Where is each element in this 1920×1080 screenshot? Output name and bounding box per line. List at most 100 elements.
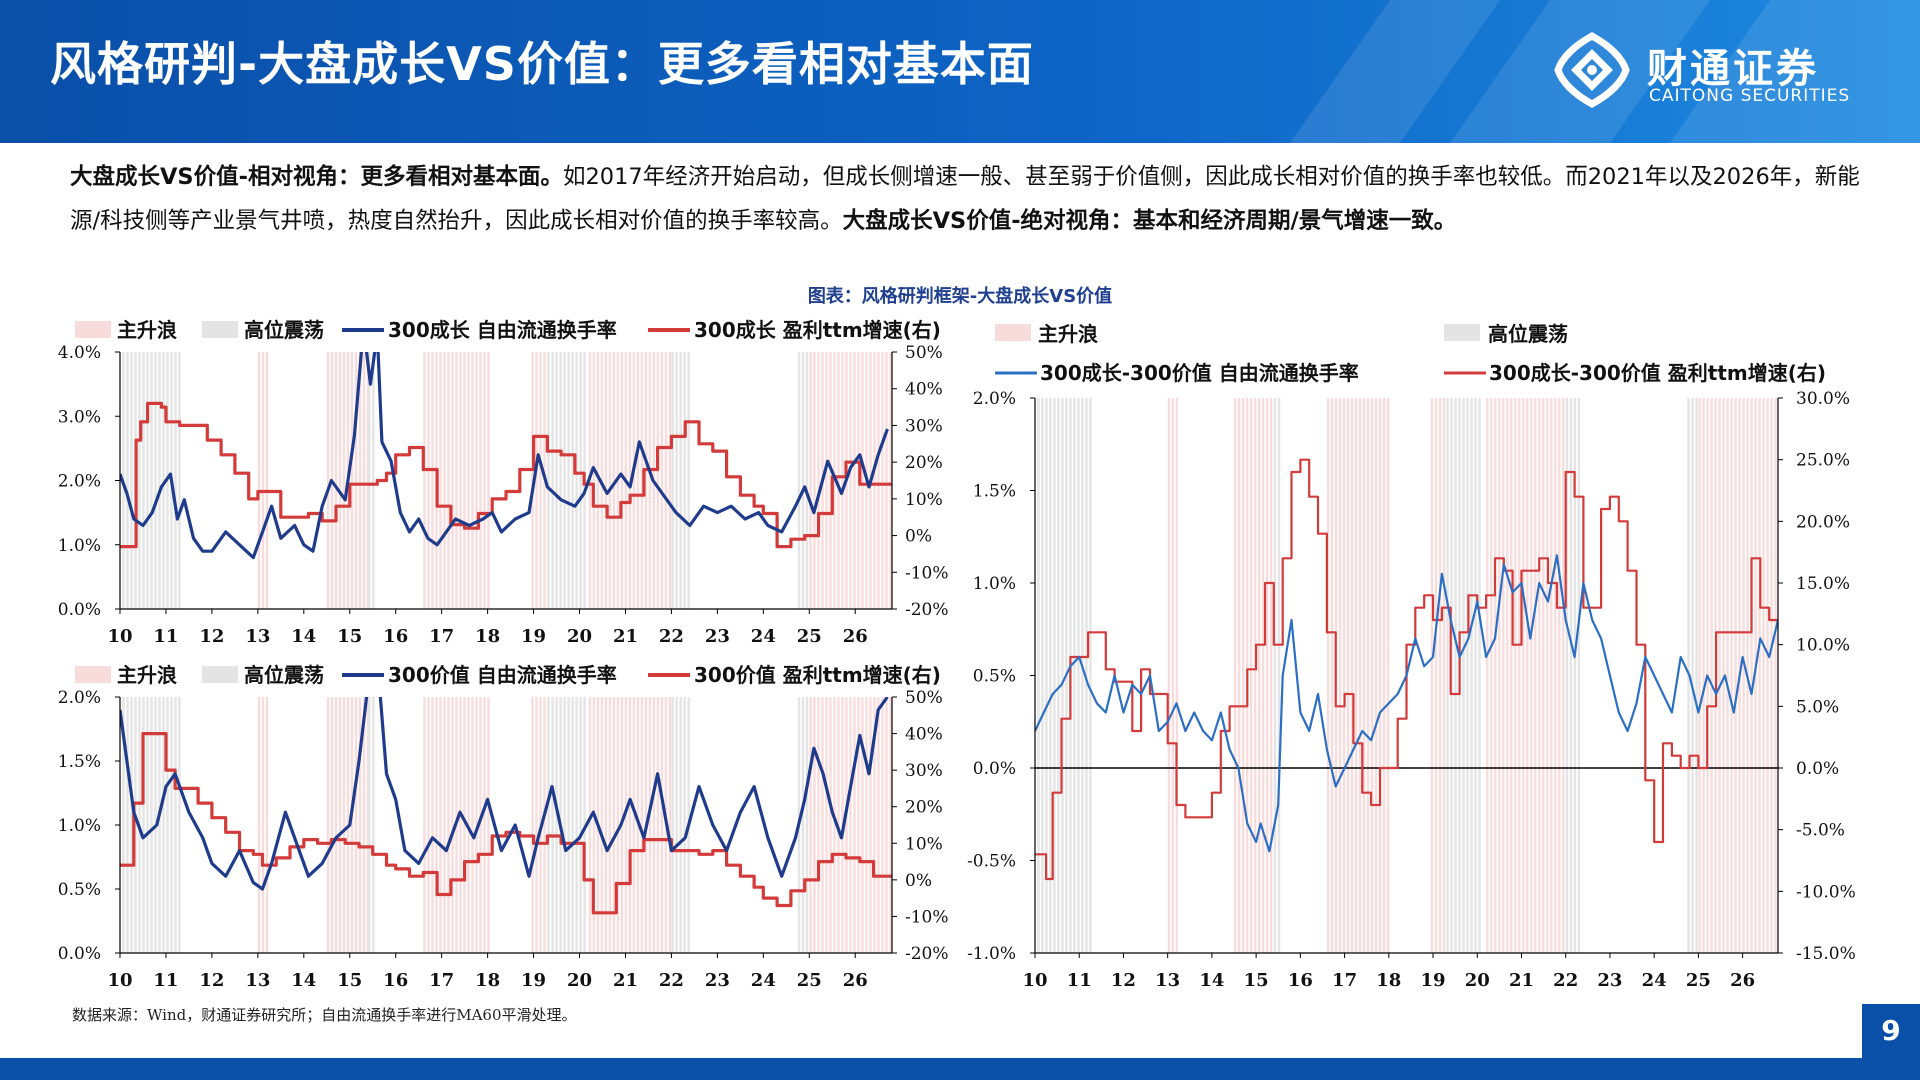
high-shock-band (805, 697, 809, 953)
high-shock-band (1273, 398, 1277, 953)
main-rise-band (857, 697, 860, 953)
high-shock-band (130, 352, 133, 609)
main-rise-band (616, 697, 620, 953)
y-right-tick-label: -5.0% (1796, 821, 1845, 841)
y-right-tick-label: -10% (905, 907, 949, 927)
main-rise-band (1354, 398, 1358, 953)
high-shock-band (154, 352, 157, 609)
main-rise-band (885, 352, 888, 609)
main-rise-band (1250, 398, 1253, 953)
main-rise-band (660, 352, 664, 609)
main-rise-band (1526, 398, 1529, 953)
main-rise-band (845, 697, 848, 953)
high-shock-band (146, 352, 149, 609)
x-tick-label: 25 (797, 970, 822, 991)
main-rise-band (483, 352, 486, 609)
high-shock-band (126, 352, 129, 609)
high-shock-band (555, 697, 558, 953)
main-rise-band (487, 697, 490, 953)
y-right-tick-label: 0.0% (1796, 759, 1839, 779)
main-rise-band (1522, 398, 1525, 953)
main-rise-band (1514, 398, 1517, 953)
main-rise-band (479, 352, 482, 609)
high-shock-band (563, 352, 566, 609)
high-shock-band (1446, 398, 1449, 953)
high-shock-band (551, 352, 554, 609)
main-rise-band (531, 697, 534, 953)
main-rise-band (483, 697, 486, 953)
main-rise-band (1342, 398, 1346, 953)
x-tick-label: 12 (199, 626, 224, 647)
y-right-tick-label: 10.0% (1796, 636, 1850, 656)
main-rise-band (624, 697, 628, 953)
main-rise-band (261, 352, 265, 609)
high-shock-band (559, 352, 562, 609)
main-rise-band (1442, 398, 1446, 953)
x-tick-label: 15 (1244, 970, 1269, 991)
high-shock-band (158, 697, 161, 953)
main-rise-band (1530, 398, 1533, 953)
main-rise-band (1750, 398, 1753, 953)
y-left-tick-label: 0.0% (973, 759, 1016, 779)
y-right-tick-label: -10.0% (1796, 882, 1856, 902)
company-logo: 财通证券 CAITONG SECURITIES (1552, 30, 1892, 110)
high-shock-band (1041, 398, 1044, 953)
high-shock-band (1462, 398, 1465, 953)
main-rise-band (829, 697, 832, 953)
main-rise-band (1498, 398, 1501, 953)
legend-main-rise-swatch (75, 321, 111, 338)
y-left-tick-label: -0.5% (967, 852, 1016, 872)
high-shock-band (555, 352, 558, 609)
main-rise-band (813, 697, 816, 953)
high-shock-band (146, 697, 149, 953)
logo-english-name: CAITONG SECURITIES (1649, 86, 1851, 106)
main-rise-band (628, 697, 632, 953)
x-tick-label: 12 (199, 970, 224, 991)
main-rise-band (652, 697, 656, 953)
y-left-tick-label: 1.5% (58, 752, 101, 772)
high-shock-band (1569, 398, 1573, 953)
x-tick-label: 15 (337, 626, 362, 647)
main-rise-band (809, 697, 812, 953)
x-tick-label: 18 (475, 626, 500, 647)
main-rise-band (1434, 398, 1438, 953)
main-rise-band (656, 352, 660, 609)
y-right-tick-label: 10% (905, 490, 943, 510)
main-rise-band (362, 352, 366, 609)
high-shock-band (372, 352, 375, 609)
y-left-tick-label: 0.0% (58, 944, 101, 964)
main-rise-band (1430, 398, 1434, 953)
high-shock-band (1474, 398, 1477, 953)
main-rise-band (1718, 398, 1721, 953)
x-tick-label: 22 (659, 626, 684, 647)
high-shock-band (683, 352, 686, 609)
y-right-tick-label: 30.0% (1796, 389, 1850, 409)
y-left-tick-label: -1.0% (967, 944, 1016, 964)
x-tick-label: 14 (291, 626, 316, 647)
chart-legend: 主升浪 高位震荡 300价值 自由流通换手率 300价值 盈利ttm增速(右) (75, 663, 941, 687)
x-tick-label: 21 (613, 626, 638, 647)
y-right-tick-label: 0% (905, 527, 932, 547)
y-right-tick-label: 10% (905, 834, 943, 854)
legend-main-rise-swatch (75, 666, 111, 683)
high-shock-band (1081, 398, 1084, 953)
x-tick-label: 19 (1421, 970, 1446, 991)
y-left-tick-label: 0.5% (973, 667, 1016, 687)
main-rise-band (1378, 398, 1382, 953)
high-shock-band (571, 352, 574, 609)
main-rise-band (1350, 398, 1354, 953)
legend-high-shock: 高位震荡 (244, 318, 324, 342)
main-rise-band (459, 352, 462, 609)
legend-growth: 300价值 盈利ttm增速(右) (694, 663, 941, 687)
main-rise-band (825, 697, 828, 953)
y-right-tick-label: 40% (905, 725, 943, 745)
y-left-tick-label: 0.5% (58, 880, 101, 900)
y-right-tick-label: 30% (905, 416, 943, 436)
high-shock-band (675, 352, 678, 609)
main-rise-band (817, 352, 820, 609)
high-shock-band (1277, 398, 1281, 953)
x-tick-label: 20 (567, 970, 592, 991)
legend-turnover: 300成长 自由流通换手率 (388, 318, 617, 342)
main-rise-band (1346, 398, 1350, 953)
y-right-tick-label: -20% (905, 944, 949, 964)
